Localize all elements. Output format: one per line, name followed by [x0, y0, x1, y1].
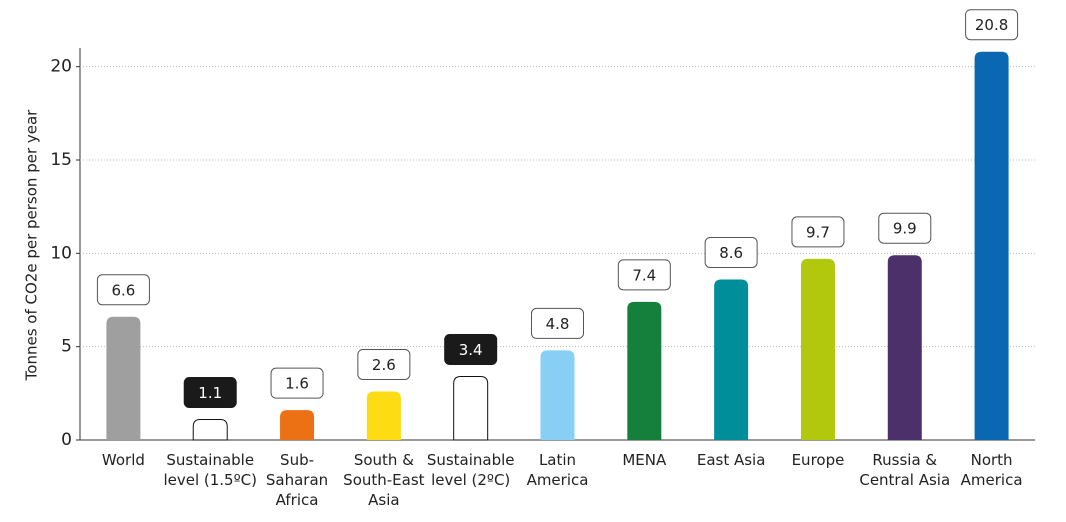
- x-tick-label: World: [102, 451, 145, 469]
- bar: [192, 418, 228, 441]
- value-label-box: [444, 334, 498, 366]
- value-label-box: [878, 212, 932, 244]
- bar: [453, 376, 489, 441]
- value-label: 9.7: [806, 223, 830, 241]
- bar: [887, 255, 922, 440]
- value-label: 1.6: [285, 375, 309, 393]
- value-label-box: [791, 216, 845, 248]
- value-label: 2.6: [372, 356, 396, 374]
- x-tick-label: East Asia: [697, 451, 766, 469]
- bar: [280, 410, 315, 440]
- value-label: 8.6: [719, 244, 743, 262]
- value-label: 1.1: [198, 384, 222, 402]
- value-label-box: [704, 236, 758, 268]
- bar: [974, 51, 1009, 440]
- x-tick-label: Sustainable level (2ºC): [427, 451, 515, 489]
- x-tick-label: North America: [961, 451, 1023, 489]
- x-tick-label: Europe: [792, 451, 845, 469]
- value-label: 9.9: [893, 220, 917, 238]
- bar: [366, 391, 401, 440]
- value-label-box: [96, 274, 150, 306]
- value-label: 3.4: [459, 341, 483, 359]
- value-label-box: [183, 376, 237, 408]
- x-tick-label: Russia & Central Asia: [859, 451, 950, 489]
- y-tick-label: 0: [61, 430, 72, 450]
- value-label: 20.8: [975, 16, 1008, 34]
- bar: [800, 258, 835, 440]
- value-label: 6.6: [111, 281, 135, 299]
- bar: [627, 301, 662, 440]
- value-label-box: [270, 367, 324, 399]
- value-label-box: [531, 307, 584, 339]
- value-label-box: [617, 259, 671, 291]
- value-label-box: [965, 9, 1019, 41]
- y-tick-label: 15: [50, 150, 72, 170]
- y-axis-label: Tonnes of CO2e per person per year: [23, 109, 41, 382]
- x-tick-label: Sub-Saharan Africa: [266, 451, 328, 509]
- bar: [540, 350, 575, 440]
- value-label-box: [357, 348, 411, 380]
- y-tick-label: 5: [61, 337, 72, 357]
- value-label: 4.8: [546, 315, 570, 333]
- value-label: 7.4: [632, 266, 656, 284]
- x-tick-label: South & South-East Asia: [343, 451, 424, 509]
- x-tick-label: MENA: [622, 451, 667, 469]
- bar: [714, 279, 749, 440]
- x-tick-label: Sustainable level (1.5ºC): [163, 451, 257, 489]
- bar: [106, 316, 141, 440]
- y-tick-label: 10: [50, 243, 72, 263]
- x-tick-label: Latin America: [527, 451, 589, 489]
- y-tick-label: 20: [50, 57, 72, 77]
